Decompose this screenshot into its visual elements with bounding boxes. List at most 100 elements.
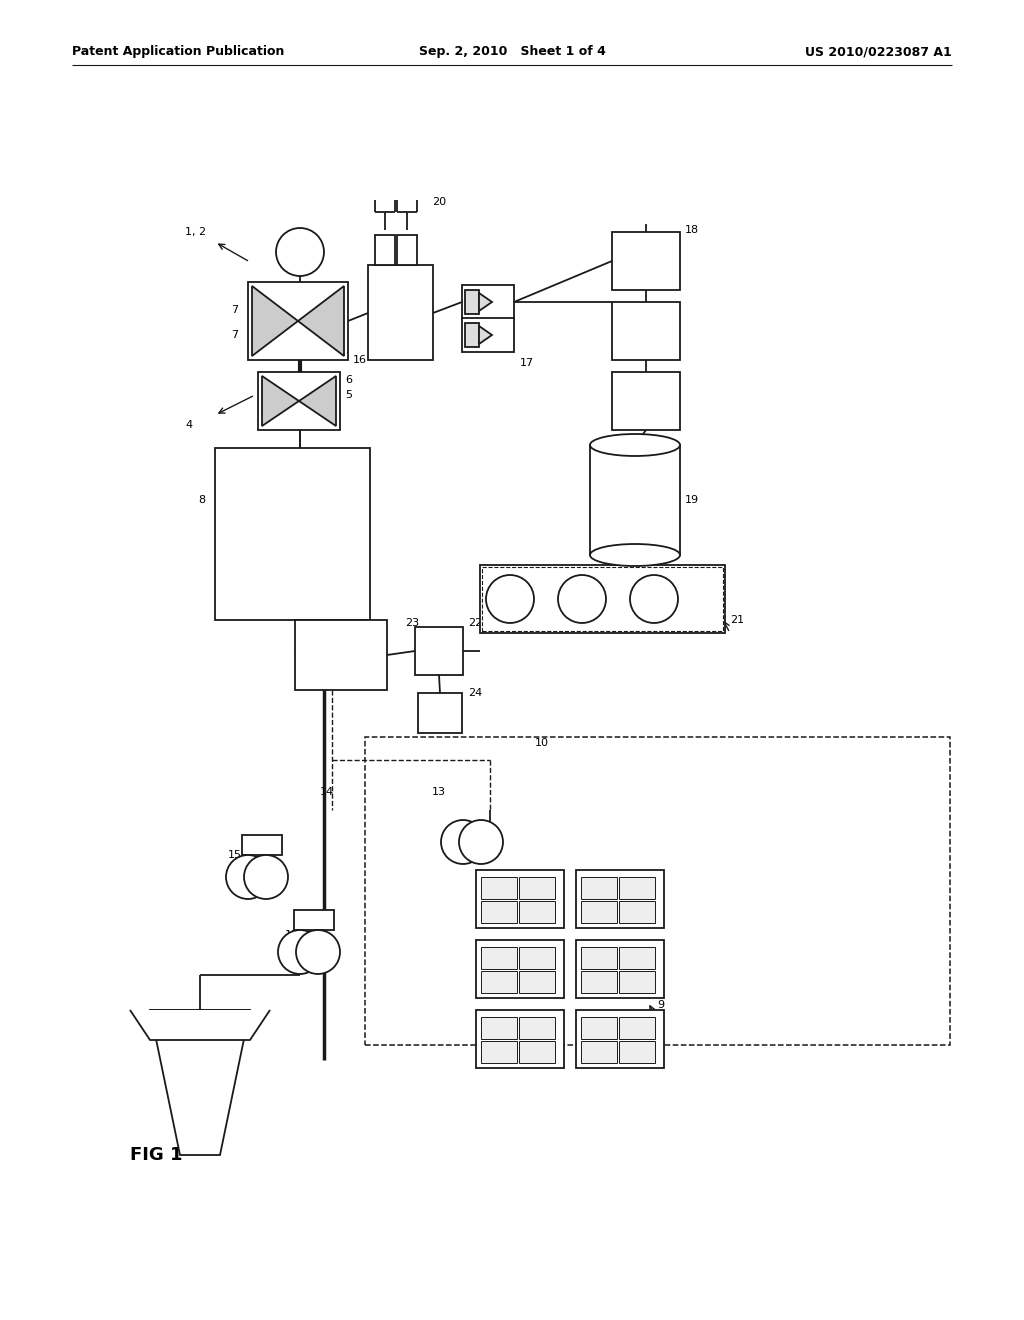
Bar (575, 940, 664, 998)
Text: G: G (294, 246, 306, 259)
Ellipse shape (590, 434, 680, 455)
Text: 12: 12 (285, 931, 299, 940)
Text: US 2010/0223087 A1: US 2010/0223087 A1 (805, 45, 952, 58)
Bar (465, 323, 479, 347)
Bar (480, 565, 725, 634)
Bar (519, 902, 555, 923)
Circle shape (226, 855, 270, 899)
Text: 23: 23 (406, 618, 419, 628)
Bar (581, 876, 617, 899)
Bar (242, 836, 282, 855)
Text: 21: 21 (730, 615, 744, 624)
Bar (590, 445, 680, 554)
Text: 10: 10 (535, 738, 549, 748)
Circle shape (276, 228, 324, 276)
Ellipse shape (590, 544, 680, 566)
Polygon shape (479, 326, 492, 345)
Bar (519, 876, 555, 899)
Bar (397, 235, 417, 265)
Circle shape (558, 576, 606, 623)
Text: ρ: ρ (649, 591, 658, 606)
Bar (612, 372, 680, 430)
Bar (295, 620, 387, 690)
Bar (519, 1016, 555, 1039)
Text: Sep. 2, 2010   Sheet 1 of 4: Sep. 2, 2010 Sheet 1 of 4 (419, 45, 605, 58)
Bar (618, 902, 655, 923)
Bar (465, 290, 479, 314)
Bar (612, 232, 680, 290)
Text: Patent Application Publication: Patent Application Publication (72, 45, 285, 58)
Bar (519, 946, 555, 969)
Bar (618, 1041, 655, 1063)
Text: 5: 5 (345, 389, 352, 400)
Text: 7: 7 (230, 305, 238, 315)
Bar (476, 1010, 564, 1068)
Bar (418, 693, 462, 733)
Bar (481, 1041, 517, 1063)
Circle shape (459, 820, 503, 865)
Bar (294, 909, 334, 931)
Circle shape (441, 820, 485, 865)
Bar (476, 940, 564, 998)
Polygon shape (252, 286, 298, 356)
Bar (612, 302, 680, 360)
Bar (365, 737, 950, 1045)
Bar (462, 285, 514, 319)
Bar (581, 946, 617, 969)
Bar (581, 902, 617, 923)
Text: FIG 1: FIG 1 (130, 1146, 182, 1164)
Bar (476, 870, 564, 928)
Text: 3: 3 (290, 612, 297, 622)
Bar (618, 1016, 655, 1039)
Text: 20: 20 (432, 197, 446, 207)
Bar (215, 447, 370, 620)
Polygon shape (299, 376, 336, 426)
Bar (481, 1016, 517, 1039)
Text: ρ: ρ (578, 591, 587, 606)
Text: 18: 18 (685, 224, 699, 235)
Bar (575, 870, 664, 928)
Text: 4: 4 (185, 420, 193, 430)
Bar (481, 902, 517, 923)
Text: 16: 16 (353, 355, 367, 366)
Bar (415, 627, 463, 675)
Bar (618, 972, 655, 993)
Text: 6: 6 (345, 375, 352, 385)
Text: 15: 15 (228, 850, 242, 861)
Text: 7: 7 (230, 330, 238, 341)
Circle shape (296, 931, 340, 974)
Bar (481, 876, 517, 899)
Bar (462, 318, 514, 352)
Text: 22: 22 (468, 618, 482, 628)
Text: 1, 2: 1, 2 (185, 227, 206, 238)
Text: 8: 8 (198, 495, 205, 506)
Text: 24: 24 (468, 688, 482, 698)
Text: 17: 17 (520, 358, 535, 368)
Bar (368, 265, 433, 360)
Text: 19: 19 (685, 495, 699, 506)
Bar (575, 1010, 664, 1068)
Bar (519, 1041, 555, 1063)
Bar (481, 972, 517, 993)
Bar (375, 235, 395, 265)
Circle shape (486, 576, 534, 623)
Bar (581, 1041, 617, 1063)
Bar (581, 972, 617, 993)
Bar (481, 946, 517, 969)
Bar (482, 568, 723, 631)
Polygon shape (150, 1010, 250, 1155)
Polygon shape (130, 1010, 270, 1040)
Bar (618, 876, 655, 899)
Polygon shape (262, 376, 299, 426)
Text: 9: 9 (657, 1001, 665, 1010)
Bar (258, 372, 340, 430)
Bar (519, 972, 555, 993)
Bar (248, 282, 348, 360)
Circle shape (244, 855, 288, 899)
Polygon shape (298, 286, 344, 356)
Circle shape (630, 576, 678, 623)
Bar (581, 1016, 617, 1039)
Text: ρ: ρ (505, 591, 515, 606)
Text: 14: 14 (319, 787, 334, 797)
Bar (618, 946, 655, 969)
